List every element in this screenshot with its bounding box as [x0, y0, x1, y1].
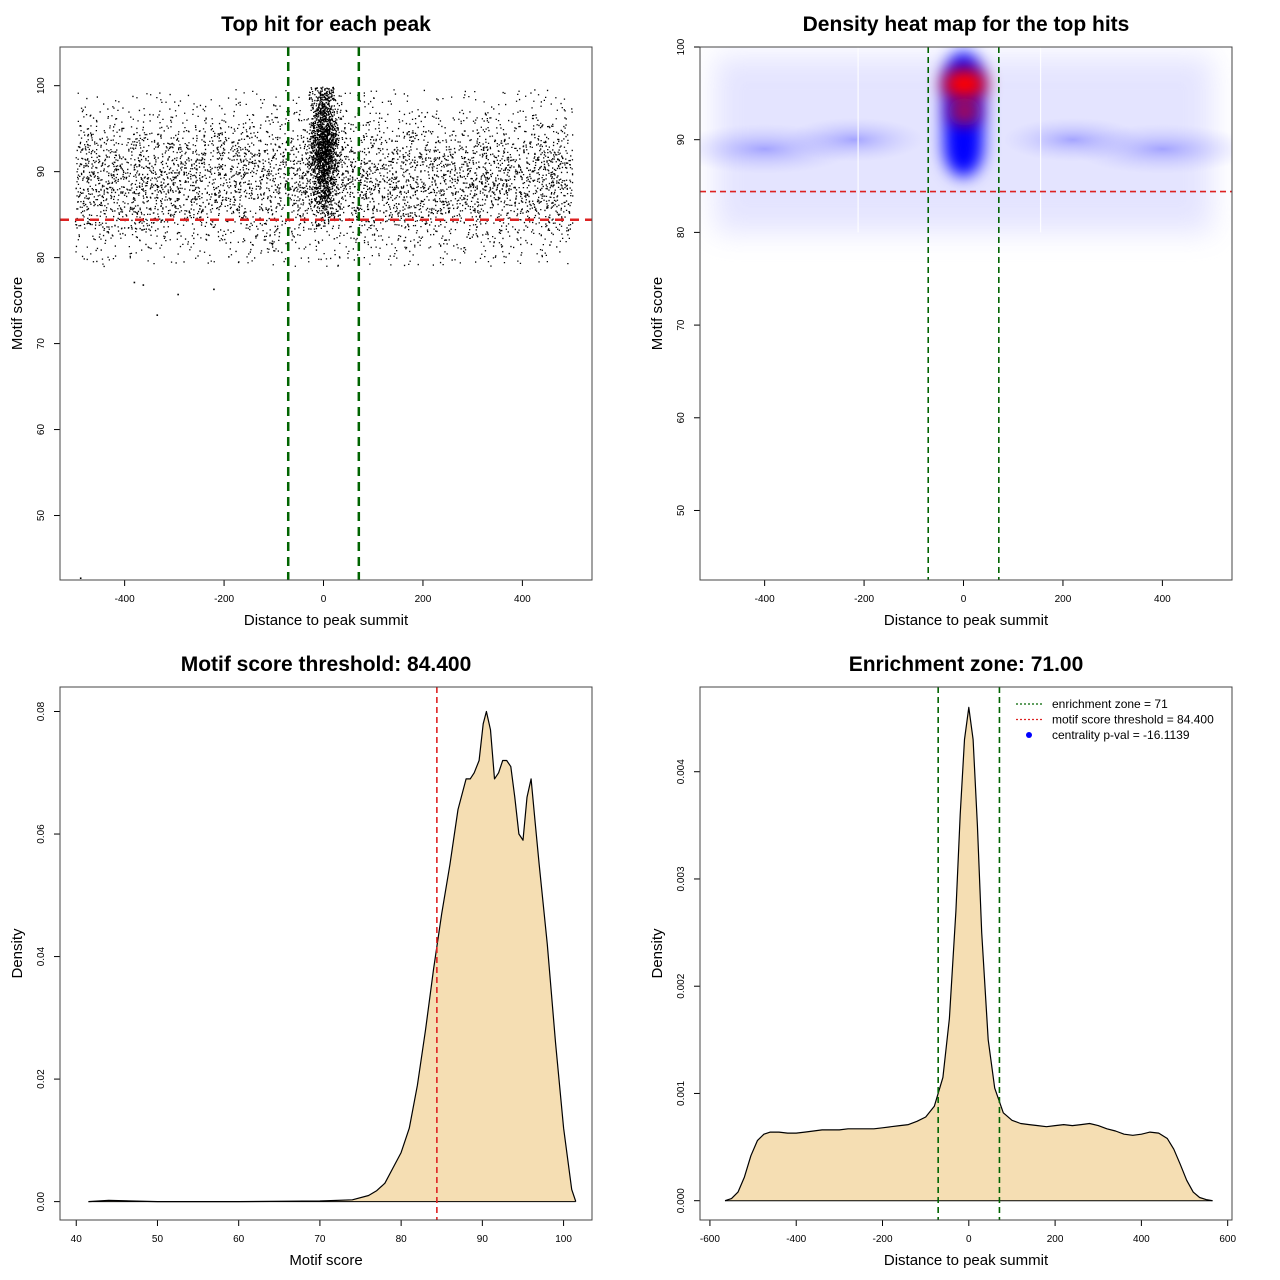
x-axis-label: Distance to peak summit [244, 612, 409, 629]
motif-score-density-fill [88, 711, 576, 1202]
plot-frame [699, 686, 1233, 1221]
motif-score-density-panel: Motif score threshold: 84.400 Motif score… [9, 653, 593, 1269]
x-tick-label: 0 [961, 594, 967, 605]
legend-entry-label: enrichment zone = 71 [1052, 697, 1168, 711]
legend-entry-label: motif score threshold = 84.400 [1052, 713, 1214, 727]
plot-frame [59, 686, 593, 1221]
x-tick-label: 0 [321, 594, 327, 605]
y-tick-label: 90 [36, 166, 47, 178]
heatmap-secondary-peak [948, 97, 981, 126]
y-tick-label: 90 [676, 134, 687, 146]
x-tick-label: 200 [415, 594, 432, 605]
y-tick-label: 50 [36, 510, 47, 522]
y-tick-label: 60 [36, 424, 47, 436]
x-tick-label: 400 [514, 594, 531, 605]
chart-title: Top hit for each peak [221, 13, 431, 36]
y-tick-label: 60 [676, 412, 687, 424]
y-tick-label: 70 [676, 319, 687, 331]
y-tick-label: 0.00 [36, 1191, 47, 1211]
y-tick-label: 0.001 [676, 1081, 687, 1106]
x-tick-label: 70 [314, 1234, 326, 1245]
scatter-panel: Top hit for each peak Distance to peak su… [9, 13, 593, 629]
y-tick-label: 0.003 [676, 866, 687, 891]
y-tick-label: 80 [676, 226, 687, 238]
chart-title: Enrichment zone: 71.00 [849, 653, 1084, 676]
chart-title: Motif score threshold: 84.400 [181, 653, 472, 676]
x-tick-label: -200 [214, 594, 234, 605]
y-tick-label: 0.002 [676, 973, 687, 998]
x-tick-label: 200 [1055, 594, 1072, 605]
x-tick-label: 90 [477, 1234, 489, 1245]
x-tick-label: -200 [854, 594, 874, 605]
heatmap-peak [942, 68, 987, 101]
heatmap-haze [1002, 117, 1143, 162]
x-tick-label: 400 [1154, 594, 1171, 605]
y-axis-label: Density [649, 928, 666, 979]
x-tick-label: 400 [1133, 1234, 1150, 1245]
x-axis-label: Distance to peak summit [884, 612, 1049, 629]
heatmap-density [700, 47, 1232, 233]
x-axis-label: Motif score [289, 1252, 362, 1269]
legend: enrichment zone = 71 motif score threshol… [1016, 697, 1214, 742]
x-tick-label: 100 [555, 1234, 572, 1245]
y-tick-label: 0.02 [36, 1069, 47, 1089]
x-tick-label: -400 [755, 594, 775, 605]
y-tick-label: 0.06 [36, 824, 47, 844]
y-tick-label: 0.004 [676, 759, 687, 784]
heatmap-panel: Density heat map for the top hits Distanc… [649, 13, 1233, 629]
x-tick-label: 600 [1219, 1234, 1236, 1245]
y-tick-label: 100 [676, 38, 687, 55]
x-tick-label: 80 [396, 1234, 408, 1245]
scatter-points [74, 86, 574, 580]
enrichment-density-curve [724, 706, 1213, 1202]
plot-frame [59, 46, 593, 581]
x-tick-label: 0 [966, 1234, 972, 1245]
x-tick-label: -200 [873, 1234, 893, 1245]
scatter-outlier-point [156, 314, 159, 316]
y-axis-label: Motif score [649, 277, 666, 350]
y-tick-label: 0.000 [676, 1188, 687, 1213]
scatter-outlier-point [213, 288, 215, 291]
x-tick-label: -600 [700, 1234, 720, 1245]
motif-score-density-curve [88, 710, 577, 1203]
enrichment-density-panel: Enrichment zone: 71.00 Distance to peak s… [649, 653, 1236, 1269]
scatter-outlier-point [177, 293, 179, 296]
legend-dot-symbol [1026, 732, 1032, 738]
scatter-outlier-point [133, 281, 136, 284]
legend-entry-label: centrality p-val = -16.1139 [1052, 728, 1190, 742]
x-tick-label: 60 [233, 1234, 245, 1245]
y-tick-label: 0.08 [36, 701, 47, 721]
chart-title: Density heat map for the top hits [803, 13, 1130, 36]
x-tick-label: 40 [71, 1234, 83, 1245]
y-tick-label: 80 [36, 252, 47, 264]
y-tick-label: 100 [36, 77, 47, 94]
heatmap-haze [784, 117, 925, 162]
x-axis-label: Distance to peak summit [884, 1252, 1049, 1269]
plot-frame [699, 46, 1233, 581]
y-tick-label: 0.04 [36, 946, 47, 966]
scatter-point-cloud [74, 86, 574, 268]
scatter-outlier-point [142, 284, 145, 286]
y-tick-label: 50 [676, 504, 687, 516]
x-tick-label: -400 [115, 594, 135, 605]
y-tick-label: 70 [36, 338, 47, 350]
y-axis-label: Density [9, 928, 26, 979]
scatter-outlier-point [79, 577, 82, 580]
enrichment-density-fill [725, 707, 1213, 1201]
y-axis-label: Motif score [9, 277, 26, 350]
x-tick-label: 50 [152, 1234, 164, 1245]
x-tick-label: 200 [1047, 1234, 1064, 1245]
x-tick-label: -400 [786, 1234, 806, 1245]
